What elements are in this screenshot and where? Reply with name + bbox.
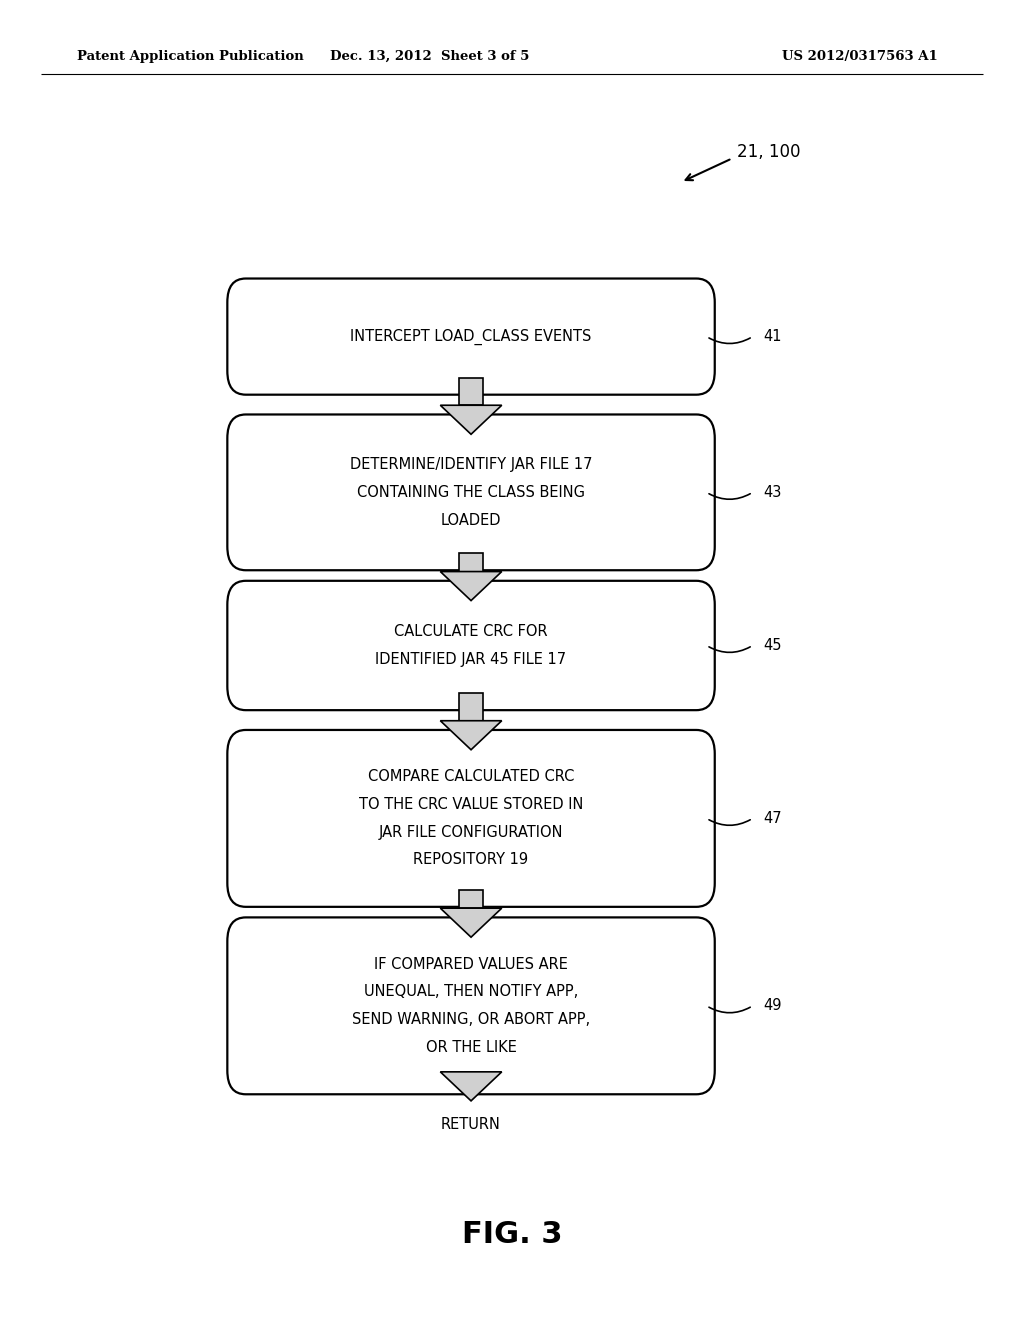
Text: 43: 43 [763,484,781,500]
Text: Patent Application Publication: Patent Application Publication [77,50,303,63]
Text: 49: 49 [763,998,781,1014]
Text: US 2012/0317563 A1: US 2012/0317563 A1 [782,50,938,63]
Text: UNEQUAL, THEN NOTIFY APP,: UNEQUAL, THEN NOTIFY APP, [364,985,579,999]
FancyBboxPatch shape [227,581,715,710]
Text: RETURN: RETURN [441,1117,501,1133]
Text: REPOSITORY 19: REPOSITORY 19 [414,853,528,867]
Polygon shape [440,908,502,937]
FancyBboxPatch shape [227,917,715,1094]
Text: COMPARE CALCULATED CRC: COMPARE CALCULATED CRC [368,770,574,784]
Text: CALCULATE CRC FOR: CALCULATE CRC FOR [394,624,548,639]
Polygon shape [459,378,483,405]
Text: 45: 45 [763,638,781,653]
Text: JAR FILE CONFIGURATION: JAR FILE CONFIGURATION [379,825,563,840]
Text: OR THE LIKE: OR THE LIKE [426,1040,516,1055]
Polygon shape [459,890,483,908]
Polygon shape [440,405,502,434]
Text: LOADED: LOADED [440,512,502,528]
FancyBboxPatch shape [227,414,715,570]
Text: CONTAINING THE CLASS BEING: CONTAINING THE CLASS BEING [357,484,585,500]
Polygon shape [459,693,483,721]
Text: SEND WARNING, OR ABORT APP,: SEND WARNING, OR ABORT APP, [352,1012,590,1027]
Text: 41: 41 [763,329,781,345]
Text: IF COMPARED VALUES ARE: IF COMPARED VALUES ARE [374,957,568,972]
Polygon shape [440,721,502,750]
FancyBboxPatch shape [227,279,715,395]
FancyBboxPatch shape [227,730,715,907]
Text: INTERCEPT LOAD_CLASS EVENTS: INTERCEPT LOAD_CLASS EVENTS [350,329,592,345]
Polygon shape [459,553,483,572]
Polygon shape [440,572,502,601]
Text: 21, 100: 21, 100 [737,143,801,161]
Text: 47: 47 [763,810,781,826]
Text: FIG. 3: FIG. 3 [462,1220,562,1249]
Text: Dec. 13, 2012  Sheet 3 of 5: Dec. 13, 2012 Sheet 3 of 5 [331,50,529,63]
Text: IDENTIFIED JAR 45 FILE 17: IDENTIFIED JAR 45 FILE 17 [376,652,566,667]
Text: DETERMINE/IDENTIFY JAR FILE 17: DETERMINE/IDENTIFY JAR FILE 17 [350,457,592,473]
Polygon shape [459,1072,483,1077]
Text: TO THE CRC VALUE STORED IN: TO THE CRC VALUE STORED IN [358,797,584,812]
Polygon shape [440,1072,502,1101]
